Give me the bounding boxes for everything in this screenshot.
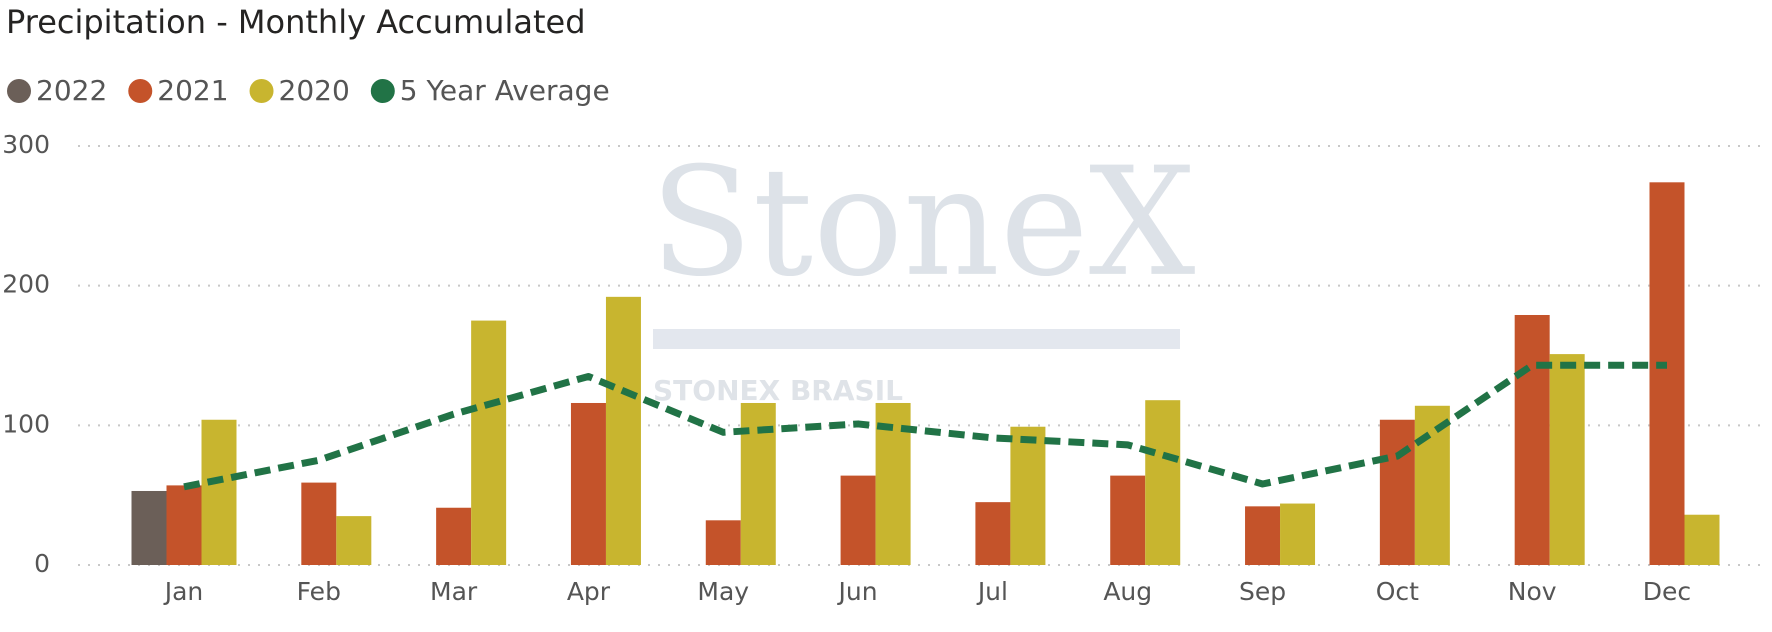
bar xyxy=(605,296,641,565)
x-tick-label: Jul xyxy=(976,577,1008,606)
bar xyxy=(471,320,507,565)
x-tick-label: Jan xyxy=(163,577,204,606)
bar xyxy=(570,402,606,565)
x-tick-label: May xyxy=(697,577,749,606)
watermark-brand: StoneX xyxy=(650,136,1196,310)
bar xyxy=(1549,354,1585,565)
legend-label: 2020 xyxy=(279,74,350,107)
bar xyxy=(1110,475,1146,565)
bar xyxy=(1414,405,1450,565)
bar xyxy=(201,419,237,565)
legend-label: 2021 xyxy=(157,74,228,107)
x-tick-label: Nov xyxy=(1508,577,1557,606)
x-tick-label: Apr xyxy=(567,577,611,606)
x-tick-label: Aug xyxy=(1103,577,1152,606)
watermark: StoneX STONEX BRASIL xyxy=(650,136,1196,407)
legend-marker xyxy=(370,79,395,103)
legend-label: 5 Year Average xyxy=(400,74,610,107)
watermark-subtitle: STONEX BRASIL xyxy=(653,374,903,407)
bar xyxy=(1684,514,1720,565)
bar xyxy=(1649,182,1685,565)
bar xyxy=(336,516,372,565)
bar xyxy=(1145,400,1181,565)
legend-item: 5 Year Average xyxy=(370,74,610,107)
x-tick-label: Oct xyxy=(1376,577,1419,606)
x-tick-label: Feb xyxy=(297,577,341,606)
legend-label: 2022 xyxy=(36,74,107,107)
bar xyxy=(1245,506,1281,565)
chart-title: Precipitation - Monthly Accumulated xyxy=(6,3,586,41)
y-tick-label: 100 xyxy=(2,409,50,438)
y-tick-label: 0 xyxy=(34,549,50,578)
legend-item: 2020 xyxy=(249,74,350,107)
legend-marker xyxy=(249,79,274,103)
x-tick-label: Jun xyxy=(837,577,878,606)
legend-item: 2022 xyxy=(7,74,107,107)
legend-marker xyxy=(128,79,153,103)
legend-item: 2021 xyxy=(128,74,229,107)
legend-marker xyxy=(7,79,31,103)
bar xyxy=(131,490,167,565)
y-tick-label: 200 xyxy=(2,270,50,299)
bar xyxy=(301,482,337,565)
bar xyxy=(840,475,876,565)
average-line xyxy=(183,361,1667,491)
bar xyxy=(1379,419,1415,565)
bar xyxy=(1514,314,1550,565)
bar xyxy=(166,485,202,565)
watermark-bar xyxy=(653,329,1180,349)
y-tick-label: 300 xyxy=(2,130,50,159)
bar xyxy=(436,507,472,565)
x-tick-label: Sep xyxy=(1239,577,1286,606)
x-tick-label: Dec xyxy=(1643,577,1691,606)
bar xyxy=(1010,426,1046,565)
bar xyxy=(975,502,1011,565)
x-tick-label: Mar xyxy=(430,577,478,606)
bar xyxy=(1280,503,1316,565)
bar xyxy=(705,520,741,565)
